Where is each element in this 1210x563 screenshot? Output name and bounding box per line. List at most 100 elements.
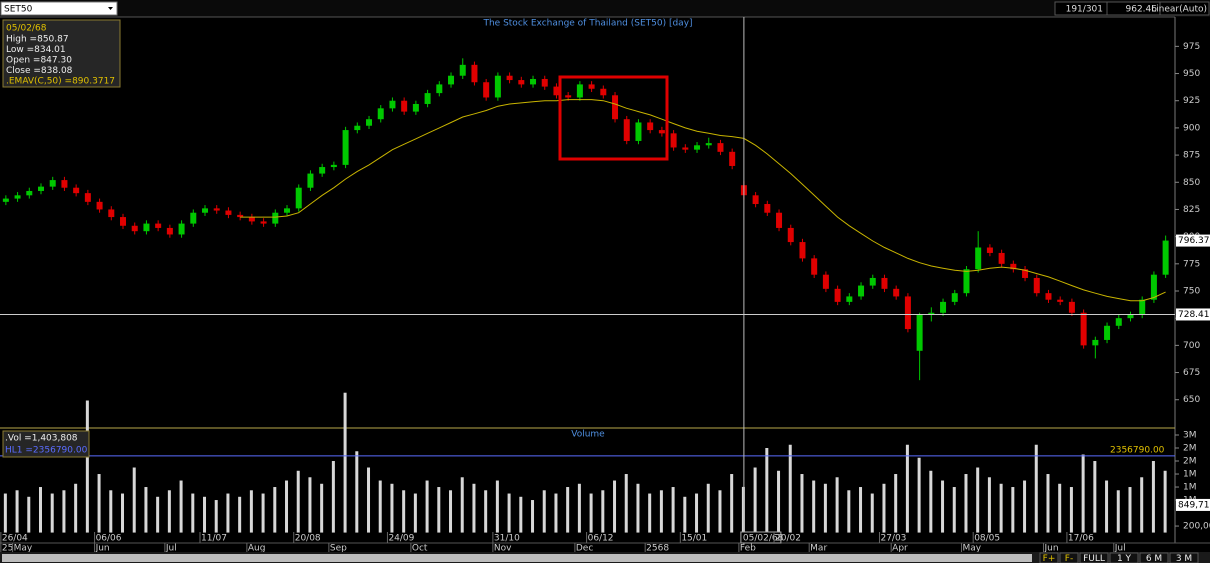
volume-bar xyxy=(413,493,417,533)
volume-bar xyxy=(191,493,195,533)
candle-body xyxy=(38,186,45,191)
volume-bar xyxy=(507,493,511,533)
candle-body xyxy=(776,212,783,228)
volume-bar xyxy=(765,448,769,533)
candle-body xyxy=(448,75,455,85)
candle-body xyxy=(1010,263,1017,270)
volume-bar xyxy=(425,480,429,533)
volume-bar xyxy=(50,493,54,533)
toolbar-price: 962.46 xyxy=(1126,5,1158,15)
toolbar xyxy=(0,0,1210,17)
month-label-bg xyxy=(246,544,273,552)
month-label: Oct xyxy=(412,544,428,554)
volume-bar xyxy=(859,487,863,533)
scale-box[interactable] xyxy=(1159,1,1210,16)
button-label: FULL xyxy=(1083,554,1105,563)
candle-body xyxy=(1150,274,1157,300)
candle-body xyxy=(858,285,865,297)
candle-body xyxy=(155,223,162,228)
month-label: Feb xyxy=(740,544,756,554)
month-label: Jul xyxy=(1114,544,1126,554)
month-label-bg xyxy=(574,544,601,552)
y-tick-label: 950 xyxy=(1183,69,1200,79)
volume-bar xyxy=(261,493,265,533)
volume-bar xyxy=(542,490,546,533)
candle-body xyxy=(869,277,876,286)
y-tick-label: 650 xyxy=(1183,395,1200,405)
toolbar-button[interactable] xyxy=(1109,552,1139,563)
count: 191/301 xyxy=(1066,5,1103,15)
x-tick-label: 27/03 xyxy=(880,534,906,544)
volume-bar xyxy=(823,483,827,533)
y-tick-label: 200,000 xyxy=(1183,522,1210,532)
month-label-bg xyxy=(328,544,355,552)
candle-body xyxy=(705,143,712,146)
x-tick-label: 17/06 xyxy=(1068,534,1094,544)
volume-bar xyxy=(1011,487,1015,533)
toolbar-button[interactable] xyxy=(1169,552,1199,563)
volume-bar xyxy=(367,467,371,533)
volume-bar xyxy=(1128,487,1132,533)
month-label-bg xyxy=(738,544,765,552)
toolbar-button[interactable] xyxy=(1039,552,1059,563)
volume-bar xyxy=(1105,480,1109,533)
candle-body xyxy=(483,82,490,98)
candle-body xyxy=(635,122,642,141)
volume-bar xyxy=(929,470,933,533)
volume-bar xyxy=(378,480,382,533)
crosshair-price-box xyxy=(1176,308,1210,321)
scrollbar[interactable] xyxy=(2,554,1032,562)
y-tick-label: 750 xyxy=(1183,287,1200,297)
month-label: May xyxy=(14,544,33,554)
buttons: F+ F- FULL 1 Y 6 M 3 M xyxy=(1039,552,1199,563)
candle-body xyxy=(658,130,665,134)
button-label: F- xyxy=(1065,554,1073,563)
toolbar-button[interactable] xyxy=(1079,552,1109,563)
candle-body xyxy=(295,187,302,209)
month-label-bg xyxy=(164,544,191,552)
volume-bar xyxy=(519,496,523,533)
candle-body xyxy=(248,217,255,222)
candle-body xyxy=(412,103,419,112)
volume-bar xyxy=(847,490,851,533)
volume-bar xyxy=(62,490,66,533)
volume-bar xyxy=(1069,487,1073,533)
button-label: 6 M xyxy=(1146,554,1162,563)
x-tick-label: 06/12 xyxy=(588,534,614,544)
volume-bar xyxy=(695,493,699,533)
y-tick-label: 3M xyxy=(1183,430,1197,440)
candle-body xyxy=(670,133,677,148)
volume-bar xyxy=(249,490,253,533)
volume-bar xyxy=(999,483,1003,533)
volume-info-line: HL1 =2356790.00 xyxy=(5,446,88,456)
hl1-label: 2356790.00 xyxy=(1110,445,1165,455)
volume-bar xyxy=(132,467,136,533)
x-tick-label: 15/01 xyxy=(681,534,707,544)
symbol-select[interactable] xyxy=(0,1,118,16)
candle-body xyxy=(822,274,829,289)
candle-body xyxy=(1057,299,1064,302)
y-tick-label: 975 xyxy=(1183,42,1200,52)
toolbar-button[interactable] xyxy=(1139,552,1169,563)
candle-body xyxy=(1115,318,1122,326)
marks: 9759509259008758508258007757507257006756… xyxy=(0,42,1210,533)
candle-body xyxy=(963,269,970,294)
volume-bar xyxy=(589,493,593,533)
ema-line xyxy=(240,99,1166,302)
candle-body xyxy=(647,122,654,131)
candle-body xyxy=(1022,269,1029,278)
candle-body xyxy=(717,143,724,152)
candle-body xyxy=(120,217,127,226)
volume-bar xyxy=(636,483,640,533)
candle-body xyxy=(471,64,478,83)
candle-body xyxy=(694,145,701,150)
volume-bar xyxy=(495,480,499,533)
volume-bar xyxy=(167,490,171,533)
toolbar-button[interactable] xyxy=(1059,552,1079,563)
candle-body xyxy=(143,223,150,232)
candle-body xyxy=(1104,325,1111,340)
symbol: SET50 xyxy=(4,5,33,15)
volume-bar xyxy=(1023,480,1027,533)
volume-bar xyxy=(1046,474,1050,533)
